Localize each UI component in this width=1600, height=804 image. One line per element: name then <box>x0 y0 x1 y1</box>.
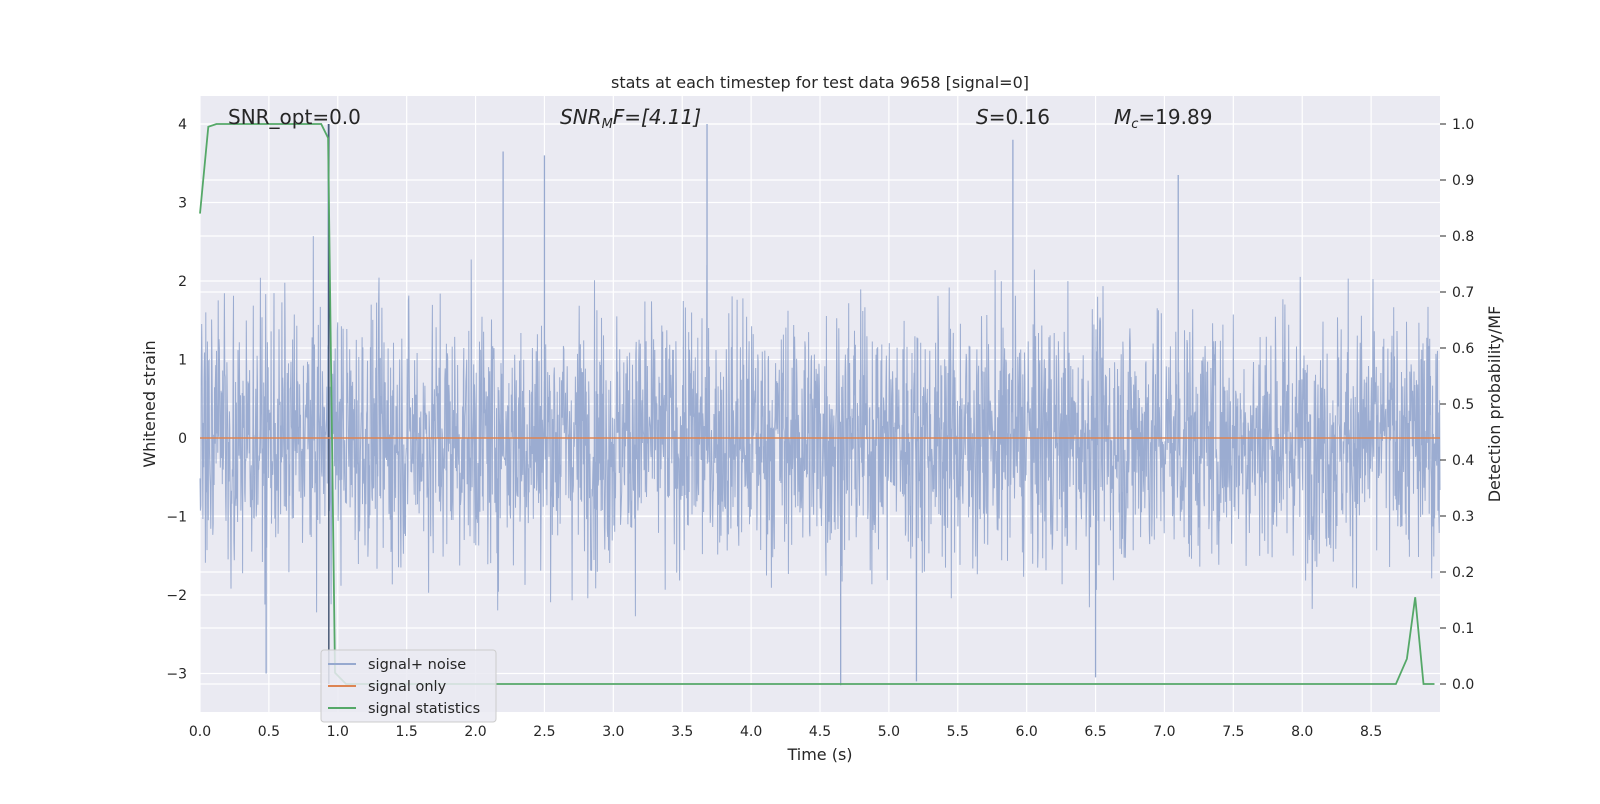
x-tick-label: 4.5 <box>809 724 831 740</box>
x-tick-label: 3.5 <box>671 724 693 740</box>
y-tick-label-right: 0.0 <box>1452 677 1474 693</box>
x-tick-label: 1.5 <box>396 724 418 740</box>
y-tick-label-left: −2 <box>166 588 187 604</box>
y-tick-label-right: 1.0 <box>1452 117 1474 133</box>
y-tick-label-right: 0.6 <box>1452 341 1474 357</box>
legend-label-signal-statistics: signal statistics <box>368 701 480 717</box>
y-tick-label-right: 0.2 <box>1452 565 1474 581</box>
chart-title: stats at each timestep for test data 965… <box>611 73 1029 92</box>
y-tick-label-left: −1 <box>166 510 187 526</box>
x-tick-label: 5.0 <box>878 724 900 740</box>
signal-plus-noise-line <box>199 236 1441 617</box>
annotation-mc: Mc=19.89 <box>1114 105 1212 132</box>
x-tick-label: 5.5 <box>947 724 969 740</box>
y-axis-label-right: Detection probability/MF <box>1485 306 1504 503</box>
annotation-mc-sub: c <box>1131 117 1138 132</box>
x-tick-label: 0.5 <box>258 724 280 740</box>
annotation-s-name: S <box>976 105 989 129</box>
y-tick-label-right: 0.5 <box>1452 397 1474 413</box>
y-tick-label-right: 0.1 <box>1452 621 1474 637</box>
y-tick-label-left: 0 <box>178 431 187 447</box>
y-tick-label-right: 0.9 <box>1452 173 1474 189</box>
y-tick-label-right: 0.3 <box>1452 509 1474 525</box>
annotations: SNR_opt=0.0 SNRMF=[4.11] S=0.16 Mc=19.89 <box>228 105 1212 132</box>
axis-ticks: 0.0 0.5 1.0 1.5 2.0 2.5 3.0 3.5 4.0 4.5 5.0 5.5 6.0 6… <box>166 117 1474 740</box>
x-tick-label: 6.5 <box>1084 724 1106 740</box>
x-tick-label: 3.0 <box>602 724 624 740</box>
x-tick-label: 2.0 <box>464 724 486 740</box>
x-axis-label: Time (s) <box>786 745 852 764</box>
y-tick-label-left: −3 <box>166 667 187 683</box>
legend: signal+ noise signal only signal statist… <box>320 649 497 723</box>
y-tick-label-left: 4 <box>178 117 187 133</box>
x-tick-label: 7.0 <box>1153 724 1175 740</box>
legend-box <box>320 649 497 723</box>
y-tick-label-right: 0.8 <box>1452 229 1474 245</box>
annotation-mc-name: M <box>1114 105 1131 129</box>
annotation-s: S=0.16 <box>976 105 1050 129</box>
x-tick-label: 6.0 <box>1016 724 1038 740</box>
y-tick-label-right: 0.4 <box>1452 453 1474 469</box>
y-tick-label-left: 3 <box>178 196 187 212</box>
annotation-snr-mf-sub: M <box>602 117 613 132</box>
annotation-mc-rest: =19.89 <box>1138 105 1212 129</box>
annotation-snr-opt: SNR_opt=0.0 <box>228 105 361 129</box>
x-tick-label: 4.0 <box>740 724 762 740</box>
x-tick-label: 8.5 <box>1360 724 1382 740</box>
y-tick-label-left: 1 <box>178 353 187 369</box>
legend-label-signal-only: signal only <box>368 679 447 695</box>
legend-label-signal-plus-noise: signal+ noise <box>368 657 466 673</box>
annotation-snr-mf-name: SNR <box>560 105 602 129</box>
y-tick-label-right: 0.7 <box>1452 285 1474 301</box>
x-tick-label: 8.0 <box>1291 724 1313 740</box>
annotation-snr-mf: SNRMF=[4.11] <box>560 105 701 132</box>
annotation-s-rest: =0.16 <box>989 105 1050 129</box>
y-axis-label-left: Whitened strain <box>140 340 159 467</box>
x-tick-label: 1.0 <box>327 724 349 740</box>
annotation-snr-mf-rest: F=[4.11] <box>613 105 701 129</box>
y-tick-label-left: 2 <box>178 274 187 290</box>
x-tick-label: 7.5 <box>1222 724 1244 740</box>
x-tick-label: 2.5 <box>533 724 555 740</box>
x-tick-label: 0.0 <box>189 724 211 740</box>
